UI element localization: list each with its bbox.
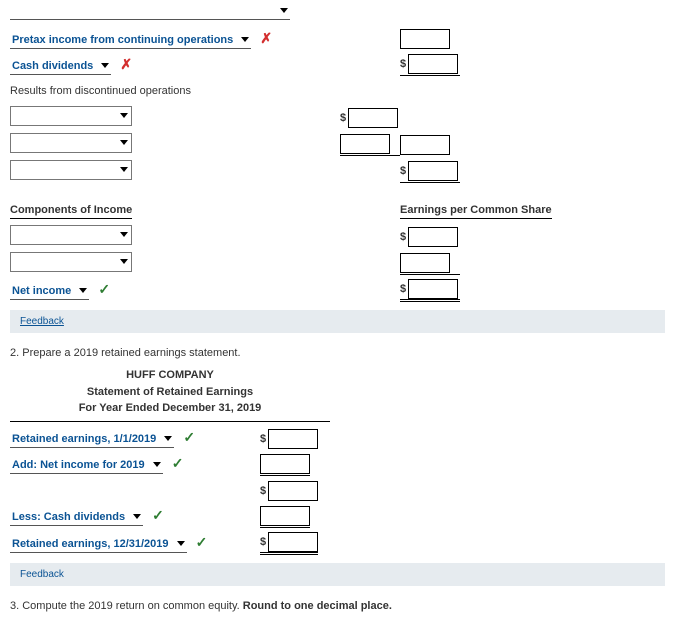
correct-icon: ✓ <box>152 507 164 523</box>
less-cd-label: Less: Cash dividends <box>12 511 125 523</box>
less-cd-amount[interactable] <box>260 506 310 526</box>
disc-item-3-dropdown[interactable] <box>10 160 132 180</box>
feedback-bar-1[interactable]: Feedback <box>10 310 665 333</box>
netincome-label: Net income <box>12 285 71 297</box>
disc-item-1-amount[interactable] <box>348 108 398 128</box>
dollar-sign: $ <box>400 165 406 177</box>
cashdiv-label: Cash dividends <box>12 60 93 72</box>
chevron-down-icon <box>120 113 128 118</box>
re-begin-amount[interactable] <box>268 429 318 449</box>
company-name: HUFF COMPANY <box>10 367 330 384</box>
correct-icon: ✓ <box>98 281 110 297</box>
add-ni-dropdown[interactable]: Add: Net income for 2019 <box>10 457 163 474</box>
re-begin-dropdown[interactable]: Retained earnings, 1/1/2019 <box>10 431 174 448</box>
cash-dividends-dropdown[interactable]: Cash dividends <box>10 58 111 75</box>
dollar-sign: $ <box>400 231 406 243</box>
wrong-icon: ✗ <box>120 56 132 72</box>
eps-heading: Earnings per Common Share <box>400 202 552 219</box>
disc-total-amount[interactable] <box>408 161 458 181</box>
add-ni-amount[interactable] <box>260 454 310 474</box>
q3-prompt-a: 3. Compute the 2019 return on common equ… <box>10 600 243 612</box>
chevron-down-icon <box>164 436 172 441</box>
chevron-down-icon <box>153 462 161 467</box>
disc-item-2-amount[interactable] <box>340 134 390 154</box>
q2-prompt: 2. Prepare a 2019 retained earnings stat… <box>10 347 665 359</box>
disc-item-2-dropdown[interactable] <box>10 133 132 153</box>
wrong-icon: ✗ <box>260 30 272 46</box>
dollar-sign: $ <box>260 433 266 445</box>
chevron-down-icon <box>79 288 87 293</box>
components-heading: Components of Income <box>10 202 132 219</box>
feedback-link: Feedback <box>20 316 64 327</box>
chevron-down-icon <box>177 541 185 546</box>
eps-netincome-input[interactable] <box>408 279 458 299</box>
re-end-label: Retained earnings, 12/31/2019 <box>12 538 169 550</box>
correct-icon: ✓ <box>196 534 208 550</box>
eps-2-input[interactable] <box>400 253 450 273</box>
cashdiv-amount-input[interactable] <box>408 54 458 74</box>
feedback-link-2: Feedback <box>20 569 64 580</box>
dollar-sign: $ <box>400 283 406 295</box>
dollar-sign: $ <box>260 485 266 497</box>
discontinued-label: Results from discontinued operations <box>10 85 340 97</box>
statement-title: Statement of Retained Earnings <box>10 384 330 401</box>
component-1-dropdown[interactable] <box>10 225 132 245</box>
chevron-down-icon <box>101 63 109 68</box>
eps-1-input[interactable] <box>408 227 458 247</box>
dollar-sign: $ <box>260 536 266 548</box>
chevron-down-icon <box>120 167 128 172</box>
q3-prompt: 3. Compute the 2019 return on common equ… <box>10 600 665 612</box>
dollar-sign: $ <box>400 58 406 70</box>
feedback-bar-2[interactable]: Feedback <box>10 563 665 586</box>
less-cd-dropdown[interactable]: Less: Cash dividends <box>10 509 143 526</box>
add-ni-label: Add: Net income for 2019 <box>12 459 145 471</box>
correct-icon: ✓ <box>183 429 195 445</box>
dollar-sign: $ <box>340 112 346 124</box>
subtotal-amount[interactable] <box>268 481 318 501</box>
pretax-income-dropdown[interactable]: Pretax income from continuing operations <box>10 32 251 49</box>
re-end-dropdown[interactable]: Retained earnings, 12/31/2019 <box>10 536 187 553</box>
correct-icon: ✓ <box>172 455 184 471</box>
statement-period: For Year Ended December 31, 2019 <box>10 400 330 417</box>
chevron-down-icon <box>133 514 141 519</box>
re-begin-label: Retained earnings, 1/1/2019 <box>12 433 156 445</box>
pretax-label: Pretax income from continuing operations <box>12 34 233 46</box>
chevron-down-icon <box>120 259 128 264</box>
chevron-down-icon <box>280 8 288 13</box>
disc-item-1-dropdown[interactable] <box>10 106 132 126</box>
chevron-down-icon <box>120 232 128 237</box>
chevron-down-icon <box>241 37 249 42</box>
disc-subtotal-amount[interactable] <box>400 135 450 155</box>
re-end-amount[interactable] <box>268 532 318 552</box>
chevron-down-icon <box>120 140 128 145</box>
cutoff-line-dropdown[interactable]: Pretax income from continuing operations… <box>10 3 290 20</box>
pretax-amount-input[interactable] <box>400 29 450 49</box>
component-2-dropdown[interactable] <box>10 252 132 272</box>
q3-prompt-b: Round to one decimal place. <box>243 600 392 612</box>
net-income-dropdown[interactable]: Net income <box>10 283 89 300</box>
